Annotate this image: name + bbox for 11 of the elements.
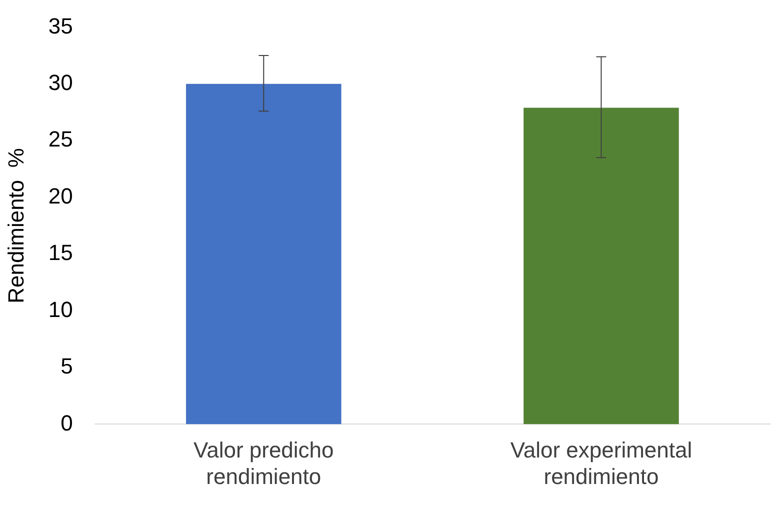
- y-axis-title: Rendimiento %: [3, 148, 28, 304]
- y-tick-label: 25: [48, 126, 73, 152]
- y-tick-label: 0: [60, 410, 73, 436]
- x-tick-label: Valor experimental rendimiento: [510, 437, 692, 489]
- y-tick-label: 35: [48, 13, 73, 38]
- y-tick-label: 10: [48, 296, 73, 322]
- y-tick-label: 20: [48, 183, 73, 208]
- x-tick-label: Valor predicho rendimiento: [194, 437, 334, 489]
- y-tick-label: 5: [60, 354, 73, 379]
- y-tick-label: 15: [48, 240, 73, 266]
- y-tick-label: 30: [48, 70, 73, 95]
